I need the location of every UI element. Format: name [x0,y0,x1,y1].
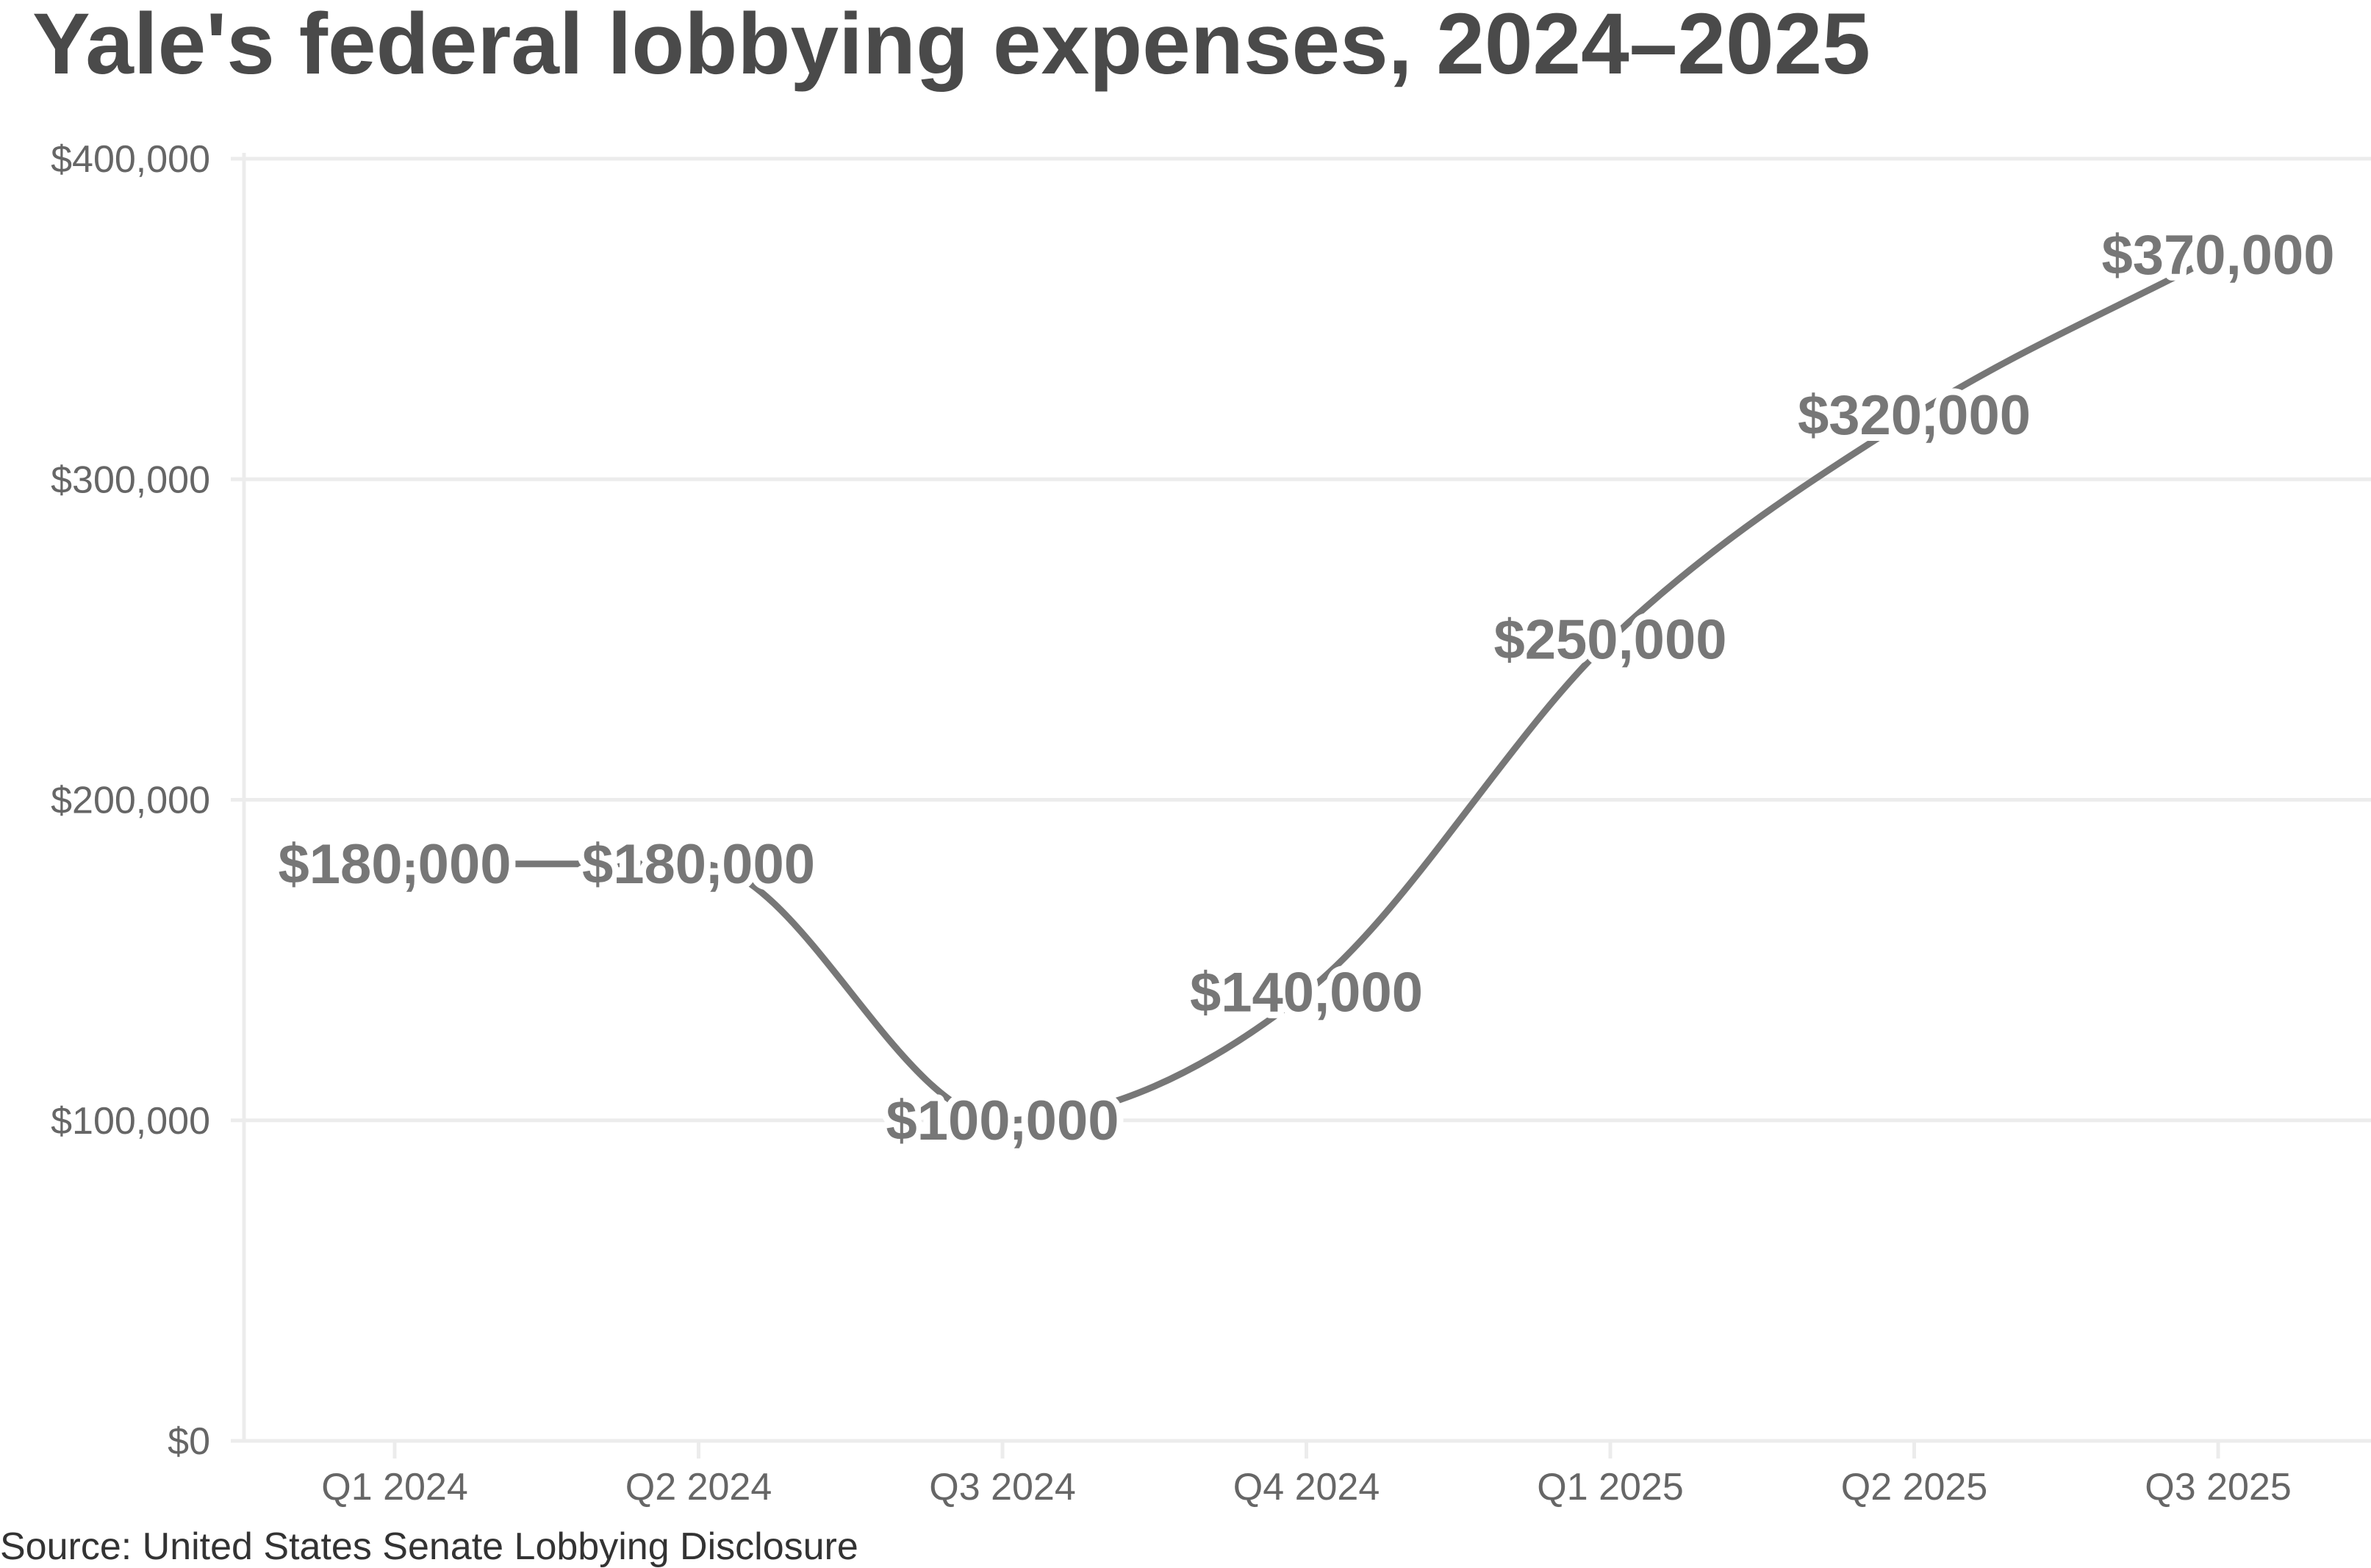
data-point-marker [999,1116,1006,1124]
data-point-5: $250,000$250,000 [1488,602,1734,677]
data-point-1: $180,000$180,000 [272,827,518,902]
y-tick-label: $200,000 [51,780,210,822]
x-tick-label: Q1 2025 [1537,1466,1684,1508]
data-point-marker [1607,636,1614,644]
x-tick-label: Q4 2024 [1233,1466,1380,1508]
data-point-2: $180,000$180,000 [575,827,822,902]
x-tick-label: Q2 2024 [625,1466,772,1508]
chart-title: Yale's federal lobbying expenses, 2024–2… [32,0,1870,93]
data-point-marker [1910,411,1918,419]
data-point-7: $370,000$370,000 [2095,217,2342,293]
data-label: $250,000 [1494,608,1727,671]
y-tick-label: $0 [168,1420,210,1463]
data-label: $370,000 [2102,224,2335,287]
y-tick-label: $100,000 [51,1100,210,1143]
data-point-3: $100,000$100,000 [880,1083,1126,1159]
axes [231,153,2371,1443]
data-point-marker [2214,251,2222,259]
data-point-6: $320,000$320,000 [1791,378,2037,453]
data-label-halo: $180,000 [582,833,815,896]
data-point-marker [1302,988,1310,996]
data-label: $180,000 [279,833,512,896]
data-label-halo: $370,000 [2102,224,2335,287]
data-label: $100,000 [886,1090,1119,1152]
data-label-halo: $140,000 [1190,961,1423,1024]
data-labels: $180,000$180,000 $180,000$180,000$100,000… [272,217,2342,1159]
data-label: $140,000 [1190,961,1423,1024]
x-tick-label: Q1 2024 [321,1466,468,1508]
source-note: Source: United States Senate Lobbying Di… [0,1525,858,1568]
data-point-marker [695,860,703,868]
data-label-halo: $100,000 [886,1090,1119,1152]
data-label-halo: $180,000 [279,833,512,896]
data-label-halo: $320,000 [1798,384,2031,447]
data-label: $320,000 [1798,384,2031,447]
x-axis-ticks: Q1 2024 Q2 2024 Q3 2024 Q4 2024 Q1 2025 Q2 20… [321,1441,2292,1508]
y-axis-ticks: $0 $100,000 $200,000 $300,000 $400,000 [51,138,244,1463]
y-tick-label: $400,000 [51,138,210,181]
x-tick-label: Q3 2025 [2145,1466,2292,1508]
data-point-marker [391,860,398,868]
y-tick-label: $300,000 [51,458,210,501]
data-point-4: $140,000$140,000 [1183,954,1430,1030]
x-tick-label: Q2 2025 [1841,1466,1988,1508]
gridlines [244,157,2371,1123]
x-tick-label: Q3 2024 [929,1466,1076,1508]
data-label: $180,000 [582,833,815,896]
data-label-halo: $250,000 [1494,608,1727,671]
